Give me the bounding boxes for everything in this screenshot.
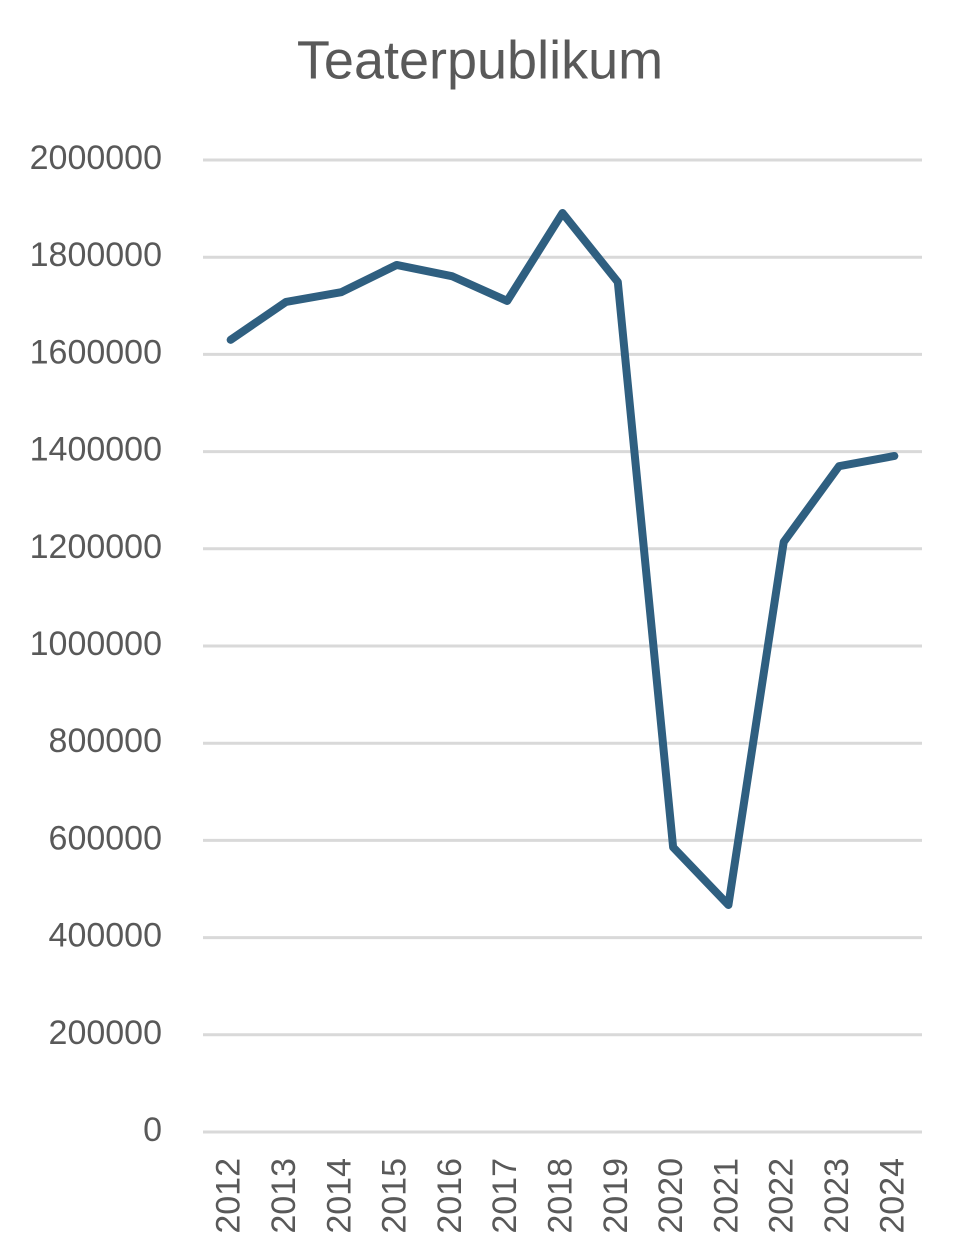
y-tick-label: 1600000: [30, 333, 162, 371]
y-tick-label: 200000: [49, 1014, 162, 1052]
x-tick-label: 2013: [265, 1158, 303, 1234]
x-tick-label: 2015: [376, 1158, 414, 1234]
x-tick-label: 2022: [763, 1158, 801, 1234]
x-tick-label: 2023: [818, 1158, 856, 1234]
y-tick-label: 1000000: [30, 625, 162, 663]
x-tick-label: 2016: [431, 1158, 469, 1234]
y-tick-label: 1400000: [30, 431, 162, 469]
x-tick-label: 2014: [320, 1158, 358, 1234]
x-tick-label: 2021: [707, 1158, 745, 1234]
x-tick-label: 2019: [597, 1158, 635, 1234]
chart-title: Teaterpublikum: [297, 30, 663, 90]
y-tick-label: 400000: [49, 917, 162, 955]
y-tick-label: 0: [143, 1111, 162, 1149]
data-line: [226, 208, 899, 910]
y-tick-label: 1200000: [30, 528, 162, 566]
x-tick-label: 2018: [541, 1158, 579, 1234]
y-tick-label: 800000: [49, 722, 162, 760]
x-tick-label: 2012: [210, 1158, 248, 1234]
y-tick-label: 1800000: [30, 236, 162, 274]
x-tick-label: 2024: [873, 1158, 911, 1234]
y-tick-label: 600000: [49, 819, 162, 857]
y-tick-label: 2000000: [30, 139, 162, 177]
x-tick-label: 2020: [652, 1158, 690, 1234]
x-tick-label: 2017: [486, 1158, 524, 1234]
